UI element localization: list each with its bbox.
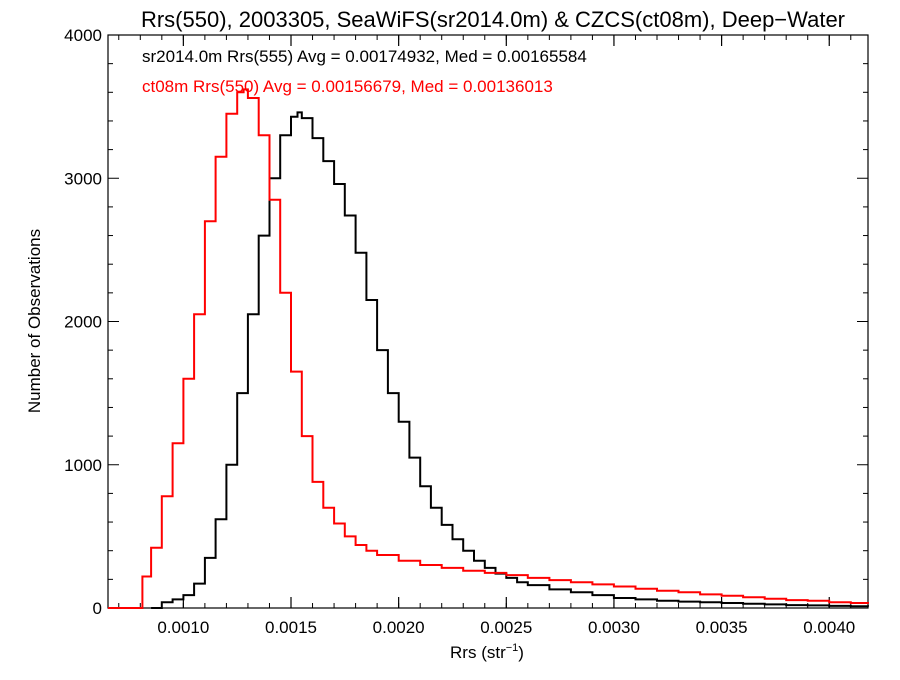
y-tick-label: 3000	[64, 169, 102, 188]
y-axis-label: Number of Observations	[25, 229, 44, 413]
y-tick-label: 0	[93, 599, 102, 618]
plot-area: 0.0010 0.0015 0.0020 0.0025 0.0030 0.0035 0.00…	[64, 26, 869, 637]
x-tick-label: 0.0040	[803, 618, 855, 637]
x-tick-label: 0.0035	[696, 618, 748, 637]
x-tick-label: 0.0025	[480, 618, 532, 637]
y-tick-label: 4000	[64, 26, 102, 45]
legend-entry-red: ct08m Rrs(550) Avg = 0.00156679, Med = 0…	[142, 77, 553, 96]
x-tick-label: 0.0010	[157, 618, 209, 637]
legend-entry-black: sr2014.0m Rrs(555) Avg = 0.00174932, Med…	[142, 47, 587, 66]
plot-frame	[107, 34, 869, 609]
x-axis-label: Rrs (str−1)	[450, 642, 524, 662]
x-tick-label: 0.0030	[588, 618, 640, 637]
x-axis-label-main: Rrs (str	[450, 643, 506, 662]
x-axis-label-superscript: −1	[506, 642, 519, 654]
y-tick-label: 1000	[64, 456, 102, 475]
chart-title: Rrs(550), 2003305, SeaWiFS(sr2014.0m) & …	[141, 7, 845, 32]
y-tick-label: 2000	[64, 313, 102, 332]
series-line-black	[151, 111, 869, 609]
series-line-red	[108, 88, 869, 609]
x-axis-label-end: )	[518, 643, 524, 662]
x-tick-label: 0.0015	[265, 618, 317, 637]
x-tick-label: 0.0020	[373, 618, 425, 637]
